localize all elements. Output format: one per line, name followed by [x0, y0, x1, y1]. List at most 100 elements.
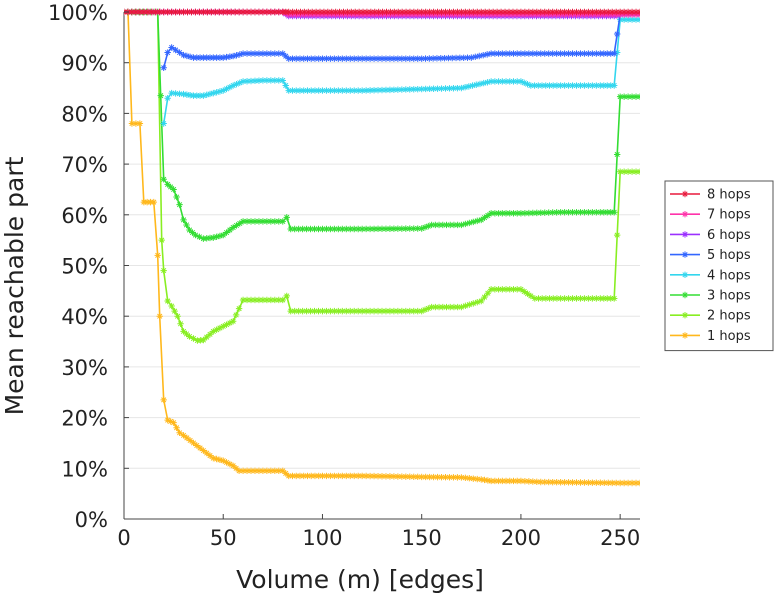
- data-point-4-hops: [213, 89, 220, 96]
- legend-label: 5 hops: [707, 248, 751, 263]
- data-point-3-hops: [394, 225, 402, 232]
- data-point-3-hops: [613, 151, 621, 158]
- data-point-2-hops: [616, 168, 624, 175]
- data-point-8-hops: [585, 8, 592, 16]
- data-point-2-hops: [220, 323, 227, 330]
- data-point-5-hops: [210, 54, 217, 61]
- data-point-1-hops: [394, 473, 402, 480]
- data-point-2-hops: [553, 295, 561, 302]
- legend-label: 2 hops: [707, 309, 751, 324]
- data-point-2-hops: [589, 295, 596, 302]
- data-point-2-hops: [394, 307, 402, 315]
- data-point-1-hops: [499, 477, 506, 485]
- data-point-8-hops: [259, 8, 267, 16]
- data-point-8-hops: [434, 8, 441, 16]
- data-point-1-hops: [410, 473, 417, 480]
- data-point-4-hops: [282, 82, 289, 89]
- data-point-5-hops: [304, 55, 311, 62]
- x-tick-label: 50: [210, 526, 237, 550]
- data-point-3-hops: [259, 218, 267, 225]
- data-point-5-hops: [607, 50, 614, 57]
- data-point-3-hops: [233, 222, 240, 229]
- data-point-2-hops: [470, 300, 477, 307]
- data-point-1-hops: [426, 473, 433, 481]
- data-point-1-hops: [569, 479, 576, 486]
- data-point-1-hops: [593, 479, 600, 486]
- data-point-4-hops: [495, 78, 502, 85]
- data-point-4-hops: [271, 77, 279, 84]
- data-point-5-hops: [160, 64, 167, 71]
- data-point-2-hops: [447, 303, 454, 311]
- data-point-5-hops: [200, 54, 207, 61]
- legend-marker: [681, 271, 689, 278]
- data-point-8-hops: [573, 8, 580, 16]
- data-point-1-hops: [438, 473, 445, 481]
- data-point-1-hops: [561, 479, 568, 486]
- data-point-8-hops: [430, 8, 437, 16]
- data-point-8-hops: [612, 8, 620, 16]
- data-point-2-hops: [354, 307, 362, 315]
- data-point-2-hops: [531, 295, 539, 302]
- data-point-2-hops: [502, 286, 510, 293]
- data-point-8-hops: [485, 8, 493, 16]
- data-point-4-hops: [406, 86, 413, 93]
- data-point-1-hops: [239, 467, 247, 475]
- data-point-5-hops: [495, 50, 502, 57]
- data-point-5-hops: [223, 53, 230, 61]
- data-point-3-hops: [628, 93, 636, 100]
- data-point-1-hops: [235, 467, 243, 475]
- data-point-8-hops: [332, 8, 339, 16]
- data-point-5-hops: [275, 50, 282, 57]
- data-point-4-hops: [190, 92, 197, 99]
- data-point-5-hops: [410, 55, 417, 62]
- data-point-1-hops: [289, 472, 296, 480]
- data-point-3-hops: [239, 218, 247, 225]
- data-point-3-hops: [406, 225, 413, 232]
- data-point-4-hops: [210, 89, 217, 97]
- data-point-2-hops: [311, 307, 318, 315]
- data-point-4-hops: [402, 86, 410, 93]
- data-point-8-hops: [352, 8, 359, 16]
- data-point-4-hops: [347, 87, 354, 94]
- y-tick-label: 20%: [61, 407, 108, 431]
- data-point-3-hops: [521, 209, 529, 217]
- data-point-8-hops: [224, 8, 231, 16]
- data-point-1-hops: [502, 477, 510, 485]
- data-point-3-hops: [545, 209, 552, 216]
- data-point-8-hops: [565, 8, 572, 16]
- data-point-5-hops: [604, 50, 611, 57]
- data-point-8-hops: [450, 8, 457, 16]
- data-point-2-hops: [335, 307, 342, 315]
- data-point-5-hops: [611, 50, 618, 57]
- data-point-5-hops: [525, 50, 533, 57]
- data-point-3-hops: [351, 225, 358, 233]
- data-point-2-hops: [435, 303, 443, 311]
- data-point-4-hops: [502, 78, 510, 85]
- data-point-8-hops: [160, 8, 167, 16]
- data-point-1-hops: [243, 467, 251, 475]
- data-point-8-hops: [348, 8, 355, 16]
- data-point-3-hops: [251, 218, 259, 225]
- data-point-8-hops: [172, 8, 179, 16]
- data-point-5-hops: [390, 55, 398, 62]
- data-point-8-hops: [395, 8, 402, 16]
- data-point-8-hops: [620, 8, 628, 16]
- data-point-5-hops: [229, 52, 237, 60]
- data-point-1-hops: [315, 472, 322, 480]
- data-point-1-hops: [247, 467, 255, 475]
- data-point-5-hops: [545, 50, 552, 57]
- data-point-4-hops: [315, 87, 322, 94]
- data-point-5-hops: [358, 55, 366, 62]
- data-point-4-hops: [585, 82, 592, 89]
- data-point-8-hops: [597, 8, 604, 16]
- series-line-1-hops: [124, 11, 640, 484]
- data-point-1-hops: [203, 449, 210, 457]
- data-point-1-hops: [147, 198, 154, 206]
- data-point-4-hops: [573, 82, 580, 89]
- data-point-1-hops: [474, 475, 481, 483]
- data-point-4-hops: [186, 91, 194, 99]
- data-point-5-hops: [347, 55, 354, 62]
- data-point-2-hops: [319, 307, 326, 315]
- data-point-2-hops: [271, 296, 279, 304]
- data-point-4-hops: [247, 77, 255, 85]
